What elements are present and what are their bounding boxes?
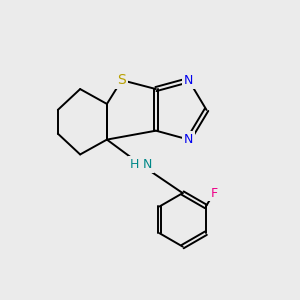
Text: H: H bbox=[130, 158, 140, 171]
Text: F: F bbox=[210, 187, 218, 200]
Text: N: N bbox=[184, 133, 193, 146]
Text: N: N bbox=[184, 74, 193, 87]
Text: N: N bbox=[142, 158, 152, 171]
Text: S: S bbox=[117, 73, 126, 87]
